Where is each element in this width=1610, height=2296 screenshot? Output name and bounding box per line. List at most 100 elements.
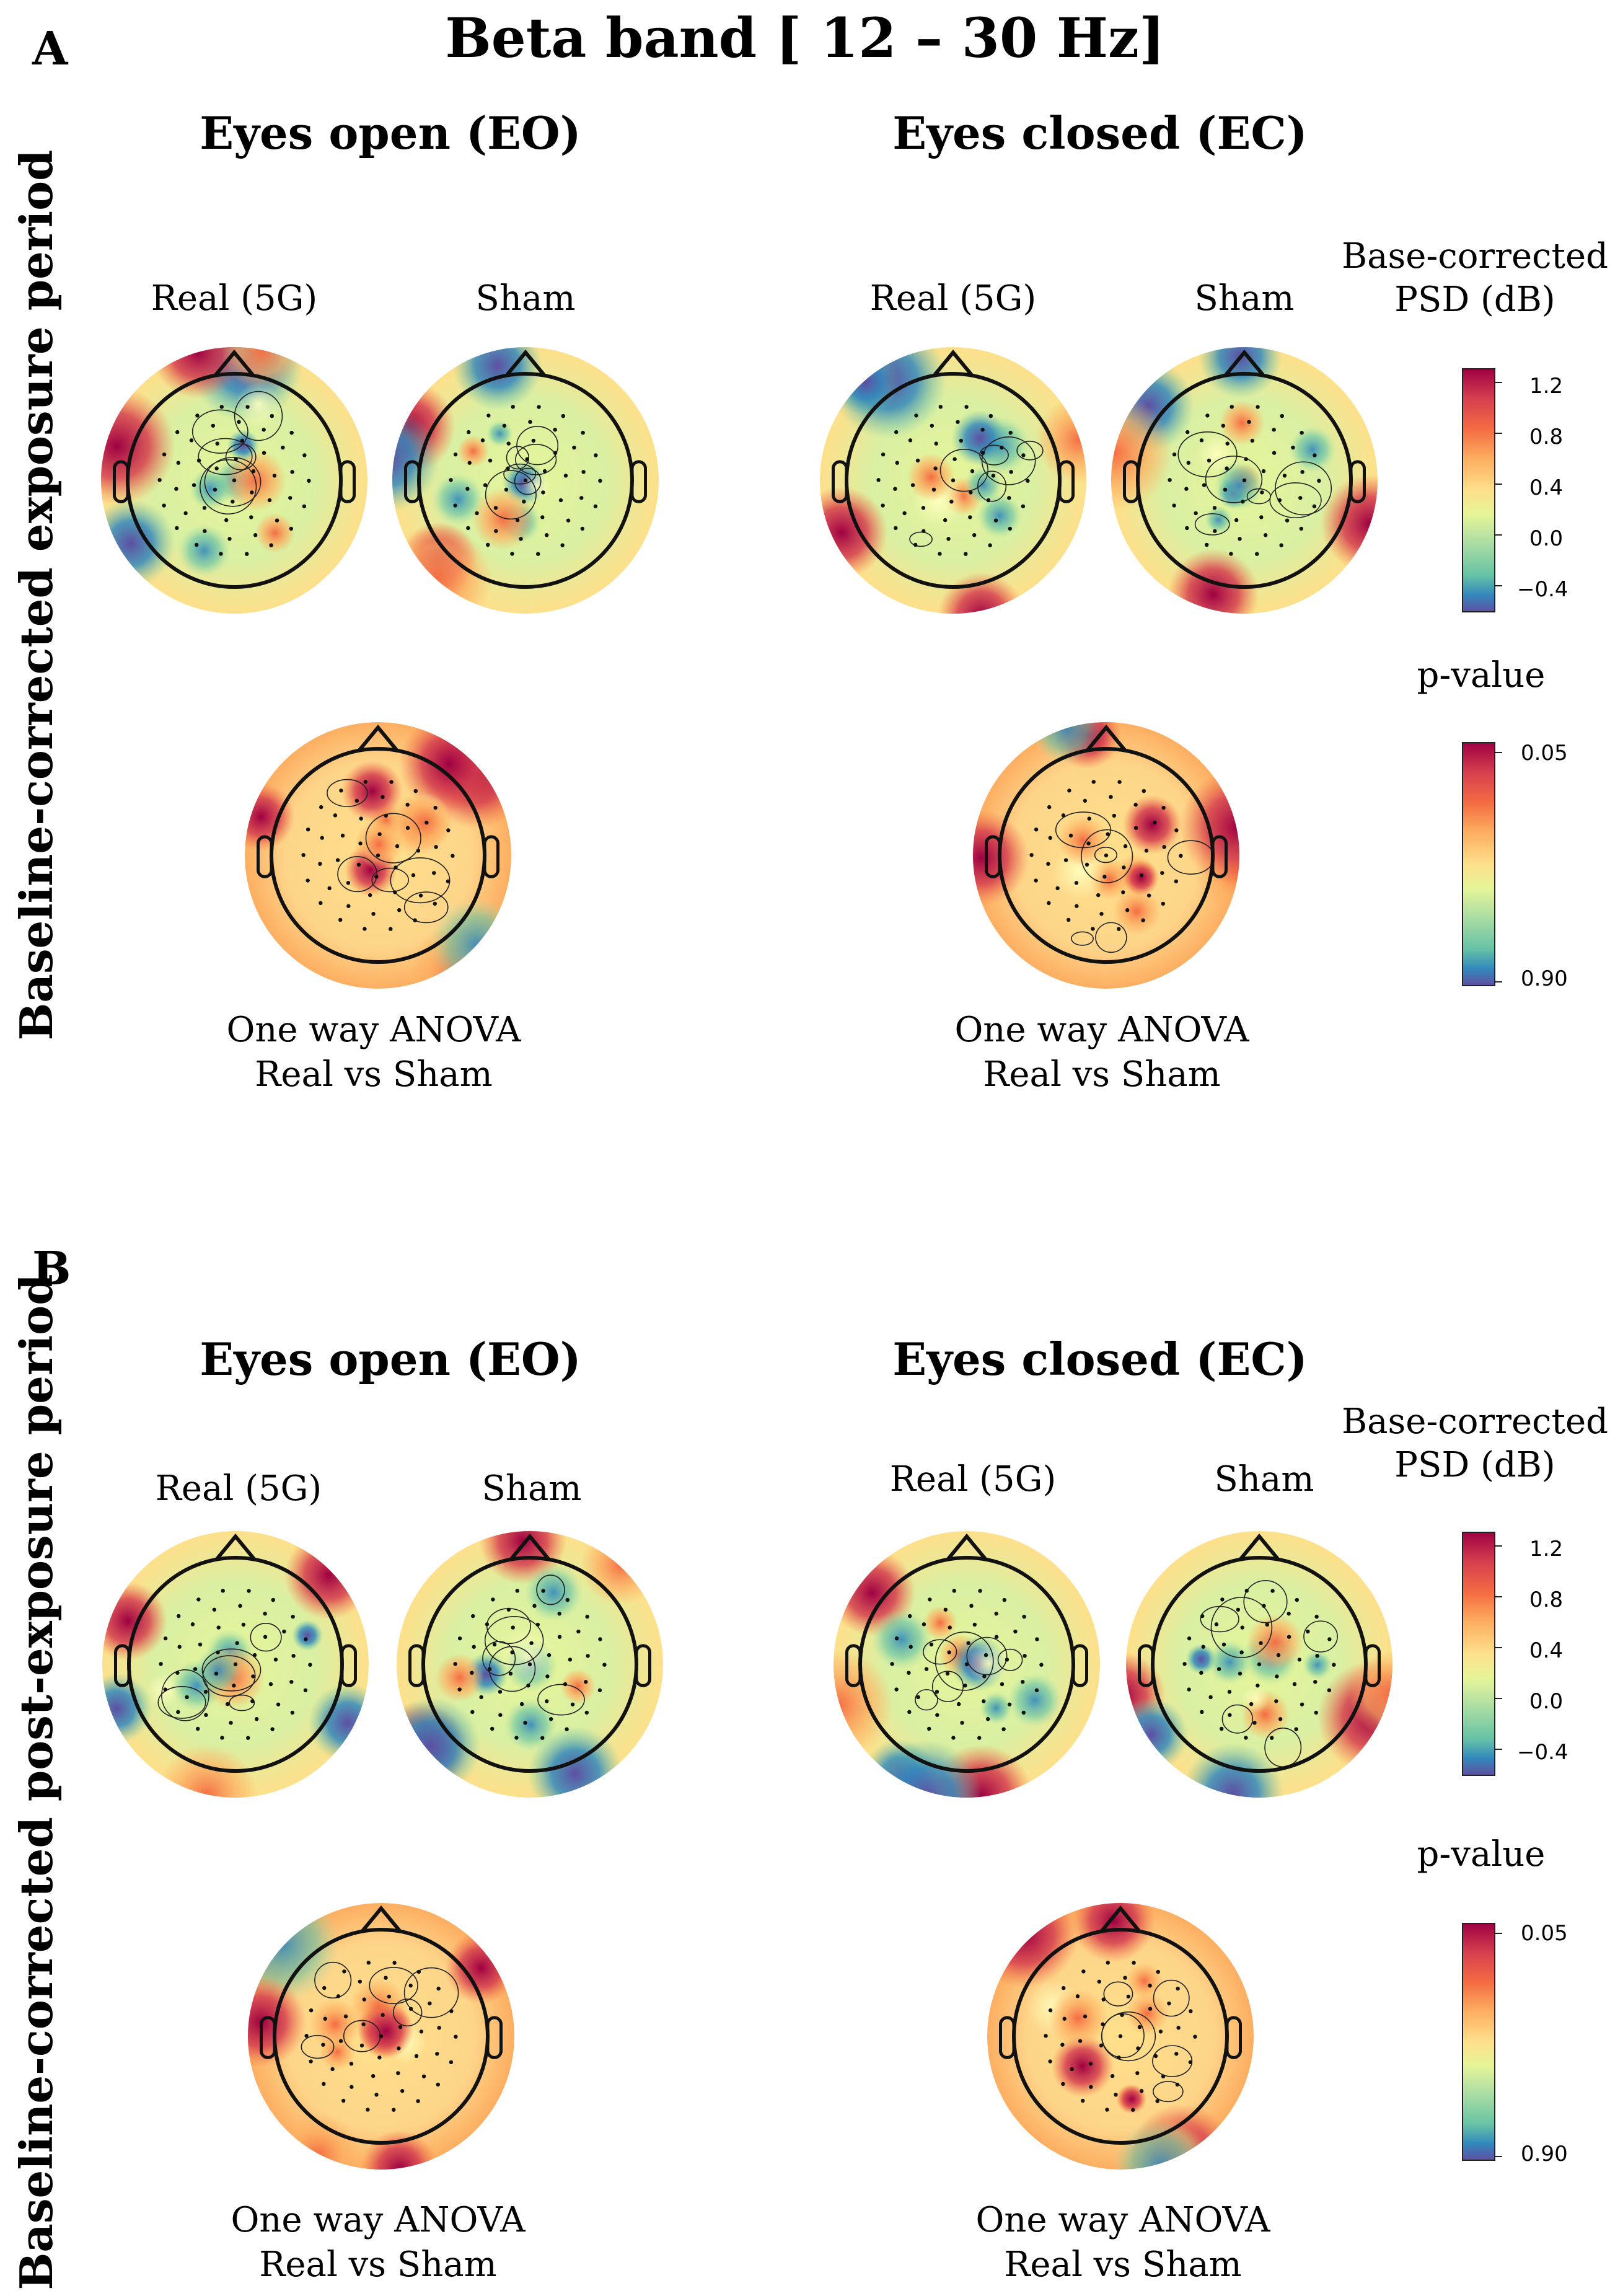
- topomap-contour: [1071, 931, 1094, 946]
- topomap-patch: [1207, 1640, 1252, 1685]
- electrode-dot: [1060, 2042, 1065, 2047]
- electrode-dot: [1225, 441, 1229, 446]
- b-psd-tick-1: 0.8: [1529, 1587, 1563, 1612]
- electrode-dot: [393, 890, 397, 894]
- topomap-contour: [1153, 2081, 1184, 2103]
- electrode-dot: [471, 1614, 475, 1618]
- electrode-dot: [195, 542, 199, 547]
- b-eo-anova-line2: Real vs Sham: [259, 2245, 497, 2285]
- electrode-dot: [963, 1684, 967, 1688]
- electrode-dot: [1148, 2007, 1153, 2011]
- electrode-dot: [354, 798, 359, 803]
- nose-outline: [1239, 1533, 1280, 1560]
- electrode-dot: [959, 438, 964, 443]
- topomap-contour: [301, 2034, 335, 2059]
- electrode-dot: [553, 451, 558, 455]
- electrode-dot: [1205, 542, 1209, 547]
- electrode-dot: [972, 533, 977, 537]
- electrode-dot: [916, 1695, 920, 1700]
- topomap-patch: [1036, 396, 1086, 483]
- electrode-dot: [1142, 788, 1146, 793]
- topomap-contour: [1205, 456, 1263, 503]
- electrode-dot: [1139, 873, 1144, 878]
- electrode-dot: [580, 526, 584, 531]
- electrode-dot: [394, 865, 398, 870]
- electrode-dot: [250, 490, 254, 495]
- electrode-dot: [1122, 865, 1126, 870]
- topomap-patch: [499, 1627, 556, 1684]
- electrode-dot: [956, 420, 960, 424]
- electrode-dot: [526, 1684, 530, 1688]
- electrode-dot: [433, 805, 438, 810]
- electrode-dot: [1133, 803, 1138, 807]
- topomap-contour: [200, 459, 257, 514]
- electrode-dot: [1186, 430, 1190, 435]
- electrode-dot: [946, 537, 951, 541]
- a-eo-anova-line1: One way ANOVA: [226, 1010, 521, 1050]
- electrode-dot: [486, 413, 491, 418]
- topomap-contour: [1101, 2011, 1156, 2062]
- electrode-dot: [483, 483, 488, 487]
- topomap-contour: [923, 1639, 957, 1665]
- electrode-dot: [290, 1710, 294, 1715]
- electrode-dot: [449, 478, 453, 482]
- electrode-dot: [271, 1597, 275, 1602]
- electrode-dot: [1216, 1667, 1221, 1671]
- electrode-dot: [506, 1607, 511, 1612]
- electrode-dot: [1167, 2001, 1171, 2006]
- electrode-dot: [1081, 1969, 1086, 1974]
- electrode-dot: [894, 526, 898, 531]
- electrode-dot: [1118, 2034, 1123, 2039]
- electrode-dot: [1279, 543, 1283, 547]
- electrode-dot: [289, 1680, 294, 1684]
- electrode-dot: [1136, 2046, 1140, 2051]
- a-psd-cb-title1: Base-corrected: [1342, 236, 1608, 276]
- electrode-dot: [1272, 428, 1276, 432]
- electrode-dot: [498, 1713, 503, 1717]
- electrode-dot: [563, 474, 568, 478]
- topomap-contour: [327, 779, 368, 807]
- electrode-dot: [319, 805, 323, 810]
- electrode-dot: [193, 1667, 198, 1671]
- electrode-dot: [910, 483, 915, 487]
- electrode-dot: [983, 1653, 988, 1658]
- electrode-dot: [988, 543, 992, 547]
- electrode-dot: [1300, 430, 1304, 435]
- electrode-dot: [433, 901, 437, 906]
- electrode-dot: [584, 1710, 589, 1715]
- electrode-dot: [1137, 2024, 1142, 2029]
- topomap-contour: [337, 856, 377, 893]
- electrode-dot: [1162, 845, 1166, 849]
- electrode-dot: [1312, 504, 1317, 509]
- electrode-dot: [982, 1699, 986, 1703]
- b-p-tick-1: 0.90: [1521, 2142, 1568, 2166]
- electrode-dot: [411, 873, 416, 878]
- electrode-dot: [235, 1641, 239, 1645]
- topomap-patch: [1246, 1614, 1304, 1671]
- topomap-patch: [1057, 815, 1108, 866]
- electrode-dot: [1083, 2014, 1088, 2019]
- electrode-dot: [196, 1597, 201, 1602]
- electrode-dot: [457, 1636, 462, 1641]
- electrode-dot: [1332, 1662, 1336, 1667]
- electrode-dot: [1161, 901, 1165, 906]
- electrode-dot: [472, 1645, 476, 1649]
- electrode-dot: [1044, 2034, 1048, 2038]
- electrode-dot: [1174, 828, 1179, 832]
- left-ear-outline: [985, 835, 1001, 878]
- topomap-contour: [1177, 431, 1238, 478]
- electrode-dot: [1110, 2073, 1115, 2078]
- electrode-dot: [581, 470, 586, 474]
- electrode-dot: [1250, 438, 1255, 443]
- topomap-patch: [392, 407, 440, 513]
- colorbar-gradient: [1462, 742, 1495, 986]
- left-ear-outline: [1123, 460, 1140, 503]
- electrode-dot: [232, 478, 237, 483]
- electrode-dot: [1074, 881, 1079, 885]
- b-eo-anova-line1: One way ANOVA: [231, 2200, 526, 2240]
- topomap-contour: [909, 531, 933, 547]
- electrode-dot: [498, 1690, 503, 1694]
- electrode-dot: [1096, 893, 1101, 898]
- topomap-patch: [397, 1697, 481, 1796]
- electrode-dot: [1034, 827, 1039, 832]
